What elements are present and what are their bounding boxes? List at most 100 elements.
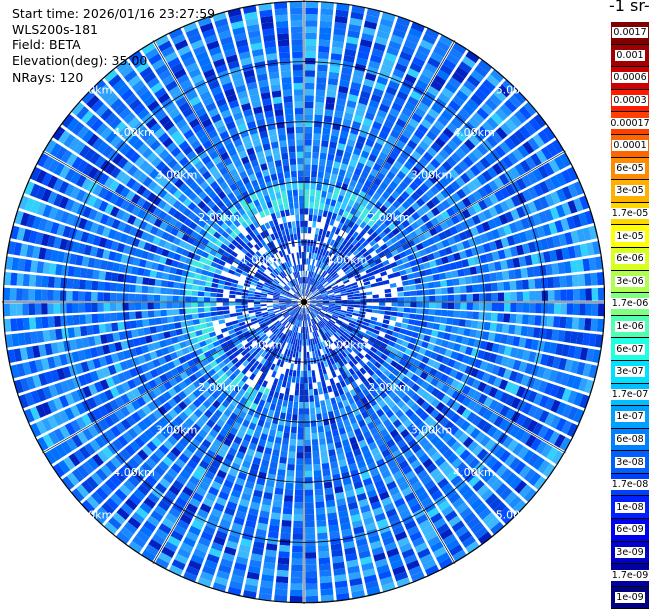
range-gate-cell [408,279,416,285]
range-gate-cell [339,253,346,260]
range-gate-cell [315,369,320,377]
range-gate-cell [283,431,290,439]
range-gate-cell [246,571,260,581]
range-gate-cell [446,539,460,551]
range-gate-cell [388,80,400,90]
range-gate-cell [392,419,402,429]
range-gate-cell [361,410,370,419]
range-gate-cell [174,275,182,282]
range-gate-cell [464,276,473,285]
range-gate-cell [544,193,555,207]
range-gate-cell [474,526,489,540]
range-gate-cell [313,317,318,324]
range-gate-cell [450,351,459,360]
range-gate-cell [332,356,339,364]
range-gate-cell [34,289,42,301]
range-gate-cell [319,20,333,28]
range-gate-cell [367,326,374,333]
range-gate-cell [558,357,568,371]
range-gate-cell [300,307,303,315]
range-gate-cell [306,326,309,334]
range-gate-cell [418,453,430,464]
range-gate-cell [319,348,324,356]
range-gate-cell [244,583,258,593]
range-gate-cell [482,384,493,395]
range-gate-cell [334,485,344,494]
range-gate-cell [373,142,383,152]
range-gate-cell [347,302,355,305]
range-gate-cell [567,345,576,358]
range-gate-cell [475,223,485,234]
range-gate-cell [266,298,273,301]
range-gate-cell [28,303,36,316]
range-gate-cell [431,490,443,501]
range-gate-cell [509,114,523,128]
range-gate-cell [309,264,312,272]
range-gate-cell [316,283,322,289]
range-gate-cell [329,319,336,324]
range-gate-cell [530,437,542,451]
range-gate-cell [541,444,553,458]
range-gate-cell [405,408,415,418]
range-gate-cell [570,260,578,273]
range-gate-cell [305,539,316,547]
range-gate-cell [367,132,378,142]
range-gate-cell [280,532,291,540]
range-gate-cell [388,204,397,214]
range-gate-cell [449,368,459,379]
range-gate-cell [352,327,360,334]
range-gate-cell [467,193,478,205]
range-gate-cell [388,553,402,564]
range-gate-cell [465,424,476,436]
range-gate-cell [462,56,476,69]
range-gate-cell [353,114,364,124]
range-gate-cell [304,220,308,227]
range-gate-cell [403,285,410,292]
range-gate-cell [363,318,371,323]
range-gate-cell [365,312,372,316]
range-gate-cell [336,329,343,336]
range-gate-cell [421,341,429,349]
range-gate-cell [308,292,313,298]
range-gate-cell [406,525,420,536]
range-gate-cell [318,313,324,319]
range-gate-cell [396,90,409,101]
range-gate-cell [380,243,388,251]
range-gate-cell [551,139,564,154]
range-gate-cell [365,72,377,82]
range-gate-cell [318,431,325,439]
range-gate-cell [493,216,503,228]
range-gate-cell [296,319,300,327]
range-gate-cell [416,290,423,296]
range-gate-cell [396,223,405,232]
range-gate-cell [359,221,367,229]
range-gate-cell [429,227,438,237]
range-gate-cell [389,165,400,175]
range-gate-cell [376,317,384,323]
range-gate-cell [341,439,350,447]
range-gate-cell [53,303,61,314]
range-gate-cell [380,270,388,277]
range-gate-cell [347,185,355,194]
range-gate-cell [322,412,329,420]
range-gate-cell [392,470,404,481]
range-gate-cell [516,413,527,427]
range-gate-cell [530,227,540,240]
range-gate-cell [358,405,367,414]
range-gate-cell [352,231,359,239]
range-gate-cell [318,387,324,395]
range-gate-cell [546,315,554,327]
range-gate-cell [430,185,440,195]
range-gate-cell [360,425,369,434]
range-gate-cell [335,382,342,390]
range-gate-cell [448,424,460,436]
range-gate-cell [331,334,338,341]
range-gate-cell [512,148,524,162]
range-gate-cell [369,261,377,268]
range-gate-cell [388,278,396,284]
range-gate-cell [211,316,219,322]
range-gate-cell [135,319,144,328]
range-gate-cell [392,68,405,79]
range-gate-cell [427,315,435,322]
range-gate-cell [359,367,367,375]
